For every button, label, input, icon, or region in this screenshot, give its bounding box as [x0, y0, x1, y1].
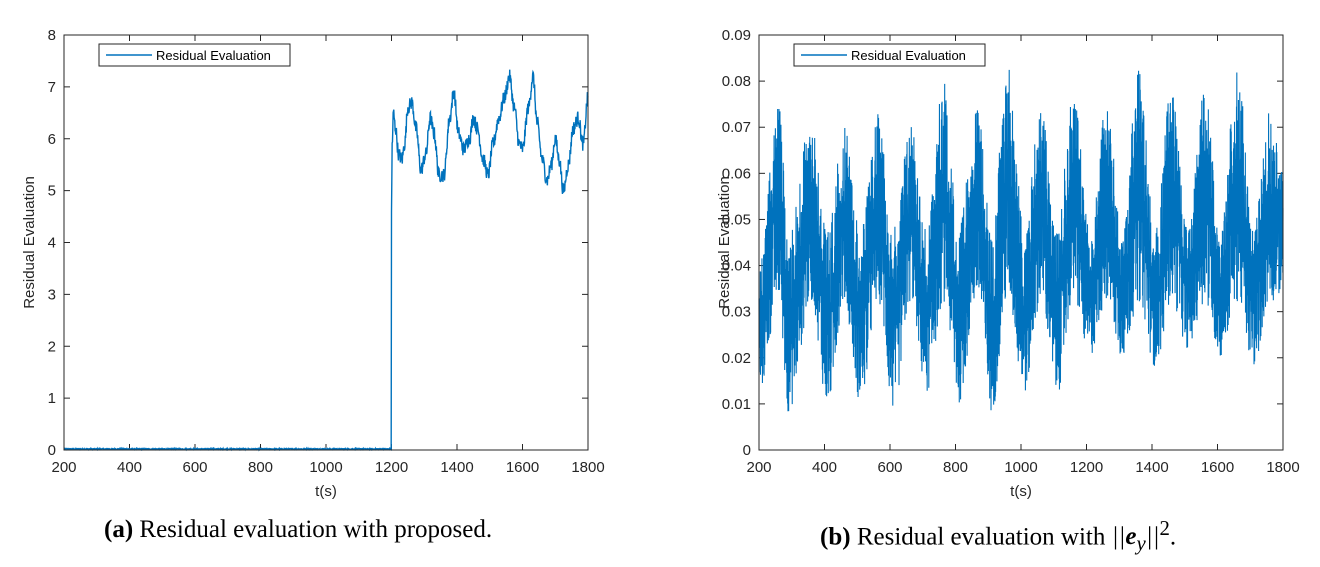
y-tick-label: 4: [48, 235, 56, 252]
x-tick-label: 1600: [1201, 459, 1234, 476]
y-tick-label: 0.07: [722, 119, 751, 136]
chart-b: 200 400 600 800 1000 1200 1400 1600 1800 0 0.01 0.0…: [716, 27, 1300, 500]
caption-b-sub: y: [1136, 531, 1146, 556]
y-tick-label: 2: [48, 338, 56, 355]
y-tick-label: 0.05: [722, 211, 751, 228]
caption-b-label: (b): [820, 523, 851, 551]
legend: Residual Evaluation: [793, 43, 986, 67]
y-tick-label: 0: [743, 442, 751, 459]
chart-a: 200 400 600 800 1000 1200 1400 1600 1800 0 1 2 3 4 5 6 7…: [21, 27, 605, 500]
caption-b: (b) Residual evaluation with ||ey||2.: [820, 516, 1176, 556]
caption-b-math: ||ey||: [1111, 523, 1160, 555]
axes-box: [758, 34, 1284, 451]
x-tick-label: 800: [248, 459, 273, 476]
y-tick-label: 0.06: [722, 165, 751, 182]
x-axis-label: t(s): [315, 483, 337, 500]
y-tick-label: 3: [48, 286, 56, 303]
caption-b-norm-close: ||: [1145, 523, 1160, 551]
legend-label: Residual Evaluation: [851, 48, 966, 63]
x-tick-label: 1000: [309, 459, 342, 476]
x-tick-label: 1200: [1070, 459, 1103, 476]
x-tick-label: 600: [182, 459, 207, 476]
x-tick-label: 600: [877, 459, 902, 476]
series-line: [63, 69, 589, 452]
x-tick-label: 1800: [571, 459, 604, 476]
y-tick-label: 0.03: [722, 304, 751, 321]
x-tick-label: 200: [746, 459, 771, 476]
x-tick-label: 200: [51, 459, 76, 476]
x-tick-label: 400: [812, 459, 837, 476]
caption-b-text: Residual evaluation with: [850, 523, 1112, 551]
x-tick-label: 1800: [1266, 459, 1299, 476]
y-tick-label: 0.02: [722, 350, 751, 367]
x-tick-label: 400: [117, 459, 142, 476]
y-tick-label: 7: [48, 79, 56, 96]
x-tick-label: 1600: [506, 459, 539, 476]
legend-box: [793, 43, 986, 67]
y-tick-label: 0: [48, 442, 56, 459]
caption-b-norm-open: ||: [1111, 523, 1126, 551]
y-tick-label: 5: [48, 183, 56, 200]
axes-box: [63, 34, 589, 451]
legend: Residual Evaluation: [98, 43, 291, 67]
y-axis-label: Residual Evaluation: [716, 176, 733, 309]
caption-a-text: Residual evaluation with proposed.: [133, 516, 493, 543]
caption-a-label: (a): [104, 516, 134, 543]
y-tick-label: 0.01: [722, 396, 751, 413]
y-tick-label: 8: [48, 27, 56, 44]
legend-label: Residual Evaluation: [156, 48, 271, 63]
x-tick-label: 1400: [440, 459, 473, 476]
plot-area: [64, 35, 588, 450]
caption-b-vec: e: [1125, 523, 1137, 551]
y-axis-label: Residual Evaluation: [21, 176, 38, 309]
caption-b-end: .: [1169, 523, 1177, 551]
x-tick-label: 800: [943, 459, 968, 476]
caption-b-sup: 2: [1159, 516, 1170, 540]
caption-a: (a) Residual evaluation with proposed.: [104, 516, 492, 544]
x-tick-label: 1200: [375, 459, 408, 476]
x-tick-label: 1400: [1135, 459, 1168, 476]
legend-box: [98, 43, 291, 67]
y-tick-label: 0.04: [722, 258, 751, 275]
y-tick-label: 6: [48, 131, 56, 148]
x-tick-label: 1000: [1004, 459, 1037, 476]
x-axis-label: t(s): [1010, 483, 1032, 500]
series-line: [758, 69, 1284, 412]
y-tick-label: 0.09: [722, 27, 751, 44]
y-tick-label: 1: [48, 390, 56, 407]
y-tick-label: 0.08: [722, 73, 751, 90]
